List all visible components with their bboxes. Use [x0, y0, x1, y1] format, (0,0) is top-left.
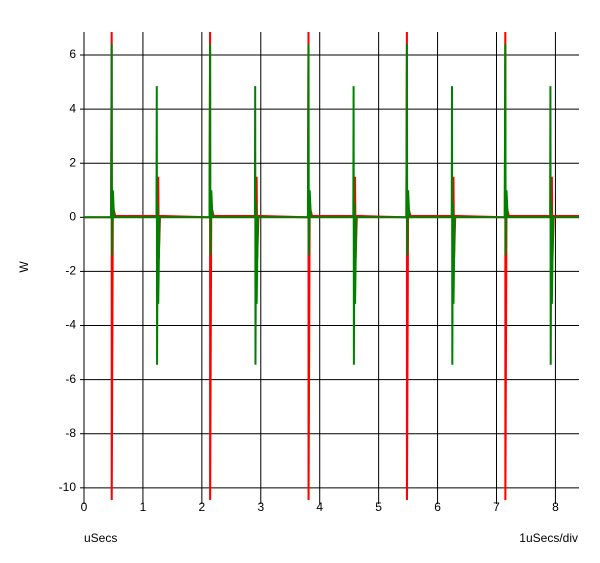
x-tick-label: 6: [434, 500, 441, 514]
y-tick-label: -8: [65, 426, 76, 440]
x-tick-label: 1: [140, 500, 147, 514]
x-tick-label: 5: [375, 500, 382, 514]
y-tick-label: -10: [59, 480, 77, 494]
y-tick-label: 0: [69, 209, 76, 223]
x-tick-label: 7: [493, 500, 500, 514]
y-axis-label: W: [17, 261, 31, 273]
y-tick-label: -6: [65, 372, 76, 386]
y-tick-label: -2: [65, 264, 76, 278]
x-tick-label: 2: [199, 500, 206, 514]
x-scale-label: 1uSecs/div: [519, 531, 578, 545]
y-tick-label: -4: [65, 318, 76, 332]
x-tick-label: 4: [316, 500, 323, 514]
y-tick-label: 4: [69, 101, 76, 115]
y-tick-label: 2: [69, 155, 76, 169]
y-tick-label: 6: [69, 47, 76, 61]
x-axis-label: uSecs: [84, 531, 117, 545]
series-line: [84, 44, 579, 365]
x-tick-label: 8: [552, 500, 559, 514]
x-tick-label: 0: [81, 500, 88, 514]
x-tick-label: 3: [257, 500, 264, 514]
